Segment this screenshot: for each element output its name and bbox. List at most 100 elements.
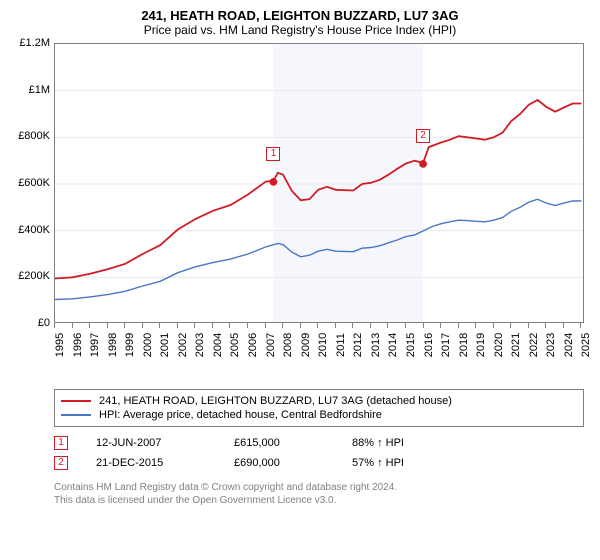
footer-line: This data is licensed under the Open Gov… xyxy=(54,494,588,507)
sale-date: 21-DEC-2015 xyxy=(96,457,206,469)
x-tick xyxy=(212,323,213,328)
sale-marker-dot: ● xyxy=(418,154,429,172)
x-tick-label: 2006 xyxy=(247,333,259,357)
chart-container: 241, HEATH ROAD, LEIGHTON BUZZARD, LU7 3… xyxy=(0,0,600,560)
legend-swatch xyxy=(61,400,91,402)
x-axis: 1995 1996 1997 1998 1999 2000 2001 2002 2003 2004… xyxy=(54,323,584,383)
chart-subtitle: Price paid vs. HM Land Registry's House … xyxy=(12,23,588,37)
x-tick-label: 2007 xyxy=(265,333,277,357)
x-tick-label: 2015 xyxy=(405,333,417,357)
x-tick-label: 1997 xyxy=(89,333,101,357)
sale-price: £690,000 xyxy=(234,457,324,469)
x-tick xyxy=(458,323,459,328)
x-tick-label: 2013 xyxy=(370,333,382,357)
x-tick-label: 1995 xyxy=(54,333,66,357)
x-tick xyxy=(475,323,476,328)
x-tick xyxy=(510,323,511,328)
x-tick xyxy=(177,323,178,328)
x-tick-label: 2011 xyxy=(335,333,347,357)
y-tick-label: £800K xyxy=(18,130,50,142)
x-tick-label: 2025 xyxy=(580,333,592,357)
chart-area: £0£200K£400K£600K£800K£1M£1.2M ●1●2 1995… xyxy=(12,43,584,323)
x-tick xyxy=(405,323,406,328)
sale-marker-dot: ● xyxy=(268,172,279,190)
y-tick-label: £1.2M xyxy=(19,37,50,49)
footer-line: Contains HM Land Registry data © Crown c… xyxy=(54,481,588,494)
x-tick-label: 2002 xyxy=(177,333,189,357)
x-tick xyxy=(300,323,301,328)
x-tick-label: 2003 xyxy=(194,333,206,357)
x-tick xyxy=(72,323,73,328)
x-tick-label: 2016 xyxy=(423,333,435,357)
x-tick xyxy=(370,323,371,328)
x-tick-label: 2024 xyxy=(563,333,575,357)
x-tick-label: 2008 xyxy=(282,333,294,357)
x-tick xyxy=(194,323,195,328)
x-tick-label: 2020 xyxy=(493,333,505,357)
legend-item: 241, HEATH ROAD, LEIGHTON BUZZARD, LU7 3… xyxy=(61,394,577,408)
sale-row: 2 21-DEC-2015 £690,000 57% ↑ HPI xyxy=(54,453,588,473)
x-tick-label: 2009 xyxy=(300,333,312,357)
x-tick xyxy=(142,323,143,328)
y-axis: £0£200K£400K£600K£800K£1M£1.2M xyxy=(12,43,54,323)
x-tick-label: 1996 xyxy=(72,333,84,357)
x-tick xyxy=(107,323,108,328)
x-tick-label: 2005 xyxy=(229,333,241,357)
sale-marker-label: 1 xyxy=(266,147,280,161)
x-tick xyxy=(159,323,160,328)
x-tick xyxy=(89,323,90,328)
sales-table: 1 12-JUN-2007 £615,000 88% ↑ HPI 2 21-DEC-201… xyxy=(54,433,588,473)
x-tick-label: 2010 xyxy=(317,333,329,357)
series-line xyxy=(55,199,582,299)
sale-marker-label: 2 xyxy=(416,129,430,143)
x-tick-label: 2019 xyxy=(475,333,487,357)
x-tick-label: 2022 xyxy=(528,333,540,357)
sale-number-box: 1 xyxy=(54,436,68,450)
y-tick-label: £600K xyxy=(18,177,50,189)
legend-label: HPI: Average price, detached house, Cent… xyxy=(99,409,382,421)
x-tick xyxy=(563,323,564,328)
chart-title: 241, HEATH ROAD, LEIGHTON BUZZARD, LU7 3… xyxy=(12,8,588,23)
x-tick xyxy=(493,323,494,328)
footer: Contains HM Land Registry data © Crown c… xyxy=(54,481,588,507)
y-tick-label: £1M xyxy=(29,84,50,96)
x-tick-label: 2014 xyxy=(387,333,399,357)
x-tick-label: 2001 xyxy=(159,333,171,357)
x-tick xyxy=(423,323,424,328)
sale-delta: 88% ↑ HPI xyxy=(352,437,404,449)
legend-swatch xyxy=(61,414,91,416)
sale-date: 12-JUN-2007 xyxy=(96,437,206,449)
x-tick-label: 2004 xyxy=(212,333,224,357)
y-tick-label: £200K xyxy=(18,270,50,282)
x-tick xyxy=(335,323,336,328)
sale-row: 1 12-JUN-2007 £615,000 88% ↑ HPI xyxy=(54,433,588,453)
x-tick-label: 1998 xyxy=(107,333,119,357)
sale-delta: 57% ↑ HPI xyxy=(352,457,404,469)
x-tick xyxy=(580,323,581,328)
x-tick-label: 2018 xyxy=(458,333,470,357)
x-tick-label: 1999 xyxy=(124,333,136,357)
x-tick xyxy=(440,323,441,328)
x-tick xyxy=(545,323,546,328)
x-tick xyxy=(352,323,353,328)
x-tick xyxy=(247,323,248,328)
plot-area: ● 1 ● 2 xyxy=(54,43,584,323)
x-tick xyxy=(124,323,125,328)
x-tick xyxy=(265,323,266,328)
x-tick xyxy=(229,323,230,328)
x-tick xyxy=(54,323,55,328)
x-tick-label: 2017 xyxy=(440,333,452,357)
x-tick-label: 2000 xyxy=(142,333,154,357)
x-tick xyxy=(528,323,529,328)
x-tick-label: 2012 xyxy=(352,333,364,357)
y-tick-label: £400K xyxy=(18,224,50,236)
x-tick xyxy=(282,323,283,328)
sale-price: £615,000 xyxy=(234,437,324,449)
x-tick xyxy=(317,323,318,328)
legend: 241, HEATH ROAD, LEIGHTON BUZZARD, LU7 3… xyxy=(54,389,584,427)
x-tick-label: 2023 xyxy=(545,333,557,357)
sale-number-box: 2 xyxy=(54,456,68,470)
y-tick-label: £0 xyxy=(38,317,50,329)
x-tick-label: 2021 xyxy=(510,333,522,357)
legend-label: 241, HEATH ROAD, LEIGHTON BUZZARD, LU7 3… xyxy=(99,395,452,407)
